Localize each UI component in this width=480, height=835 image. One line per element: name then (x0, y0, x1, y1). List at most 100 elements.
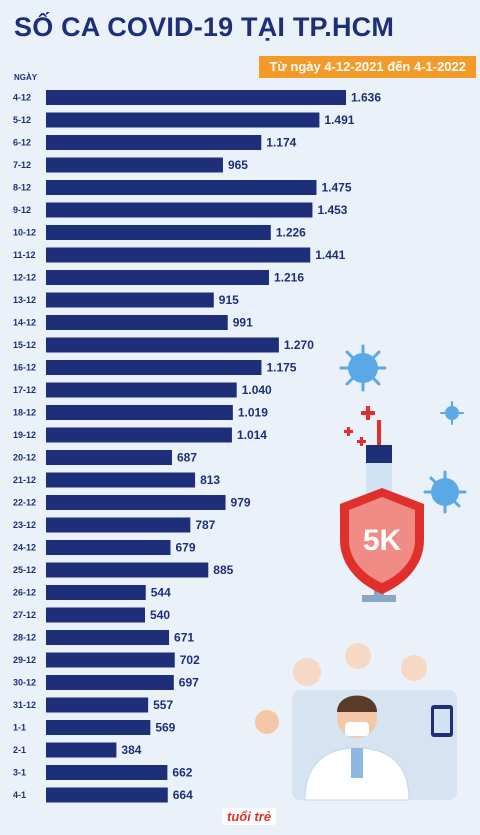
value-label: 1.453 (317, 203, 347, 217)
category-label: 14-12 (13, 318, 36, 328)
virus-icon (440, 401, 464, 425)
bar (46, 675, 174, 690)
value-label: 1.636 (351, 91, 381, 105)
bar (46, 180, 317, 195)
bar (46, 450, 172, 465)
category-label: 26-12 (13, 588, 36, 598)
doctor-illustration (255, 643, 457, 801)
plus-icon (344, 406, 375, 446)
brand-logo: tuổi trẻ (222, 808, 277, 825)
category-label: 29-12 (13, 655, 36, 665)
value-label: 664 (173, 788, 193, 802)
bar (46, 472, 196, 488)
category-label: 24-12 (13, 543, 36, 553)
category-label: 5-12 (13, 115, 31, 125)
bar (46, 787, 168, 803)
category-label: 7-12 (13, 160, 31, 170)
value-label: 787 (195, 518, 215, 532)
value-label: 1.014 (237, 428, 267, 442)
bar (46, 562, 209, 578)
bar (46, 135, 262, 150)
value-label: 540 (150, 608, 170, 622)
bar (46, 540, 171, 555)
category-label: 30-12 (13, 678, 36, 688)
value-label: 965 (228, 158, 248, 172)
bar (46, 112, 320, 128)
virus-icon (423, 470, 467, 514)
category-label: 22-12 (13, 498, 36, 508)
bar (46, 697, 149, 713)
category-label: 9-12 (13, 205, 31, 215)
bar (46, 382, 237, 398)
category-label: 25-12 (13, 565, 36, 575)
bar (46, 157, 223, 173)
shield-5k-icon: 5K (340, 488, 424, 594)
category-label: 13-12 (13, 295, 36, 305)
value-label: 979 (231, 496, 251, 510)
value-label: 1.226 (276, 226, 306, 240)
bar (46, 517, 191, 533)
bar (46, 495, 226, 510)
value-label: 384 (121, 743, 141, 757)
bar (46, 292, 214, 308)
value-label: 702 (180, 653, 200, 667)
category-label: 17-12 (13, 385, 36, 395)
bar (46, 315, 228, 330)
value-label: 1.040 (242, 383, 272, 397)
value-label: 1.175 (266, 361, 296, 375)
value-label: 679 (176, 541, 196, 555)
bar (46, 652, 175, 668)
bar (46, 630, 170, 645)
category-label: 10-12 (13, 228, 36, 238)
svg-text:5K: 5K (363, 524, 402, 557)
value-label: 1.270 (284, 338, 314, 352)
category-label: 20-12 (13, 453, 36, 463)
value-label: 1.019 (238, 406, 268, 420)
value-label: 885 (213, 563, 233, 577)
bar (46, 405, 233, 420)
value-label: 544 (151, 586, 171, 600)
category-label: 8-12 (13, 183, 31, 193)
category-label: 1-1 (13, 723, 26, 733)
category-label: 11-12 (13, 250, 36, 260)
bar (46, 607, 146, 623)
value-label: 569 (155, 721, 175, 735)
value-label: 915 (219, 293, 239, 307)
value-label: 557 (153, 698, 173, 712)
bar (46, 360, 262, 375)
y-axis-label: NGÀY (14, 73, 38, 82)
bar (46, 337, 279, 353)
category-label: 18-12 (13, 408, 36, 418)
value-label: 687 (177, 451, 197, 465)
category-label: 31-12 (13, 700, 36, 710)
value-label: 1.174 (266, 136, 296, 150)
bar (46, 225, 271, 240)
category-label: 23-12 (13, 520, 36, 530)
bar (46, 720, 151, 735)
value-label: 1.216 (274, 271, 304, 285)
value-label: 813 (200, 473, 220, 487)
category-label: 28-12 (13, 633, 36, 643)
category-label: 6-12 (13, 138, 31, 148)
value-label: 697 (179, 676, 199, 690)
value-label: 1.491 (324, 113, 354, 127)
bar (46, 585, 146, 600)
category-label: 4-12 (13, 93, 31, 103)
category-label: 19-12 (13, 430, 36, 440)
virus-icon (339, 344, 387, 392)
category-label: 4-1 (13, 790, 26, 800)
bar (46, 765, 168, 780)
page-title: SỐ CA COVID-19 TẠI TP.HCM (14, 12, 395, 42)
bar (46, 270, 269, 285)
bar (46, 247, 311, 263)
bar (46, 202, 313, 218)
value-label: 1.475 (321, 181, 351, 195)
value-label: 662 (172, 766, 192, 780)
value-label: 1.441 (315, 248, 345, 262)
date-range-subtitle: Từ ngày 4-12-2021 đến 4-1-2022 (259, 56, 476, 78)
category-label: 15-12 (13, 340, 36, 350)
bar (46, 742, 117, 758)
category-label: 3-1 (13, 768, 26, 778)
category-label: 12-12 (13, 273, 36, 283)
category-label: 16-12 (13, 363, 36, 373)
